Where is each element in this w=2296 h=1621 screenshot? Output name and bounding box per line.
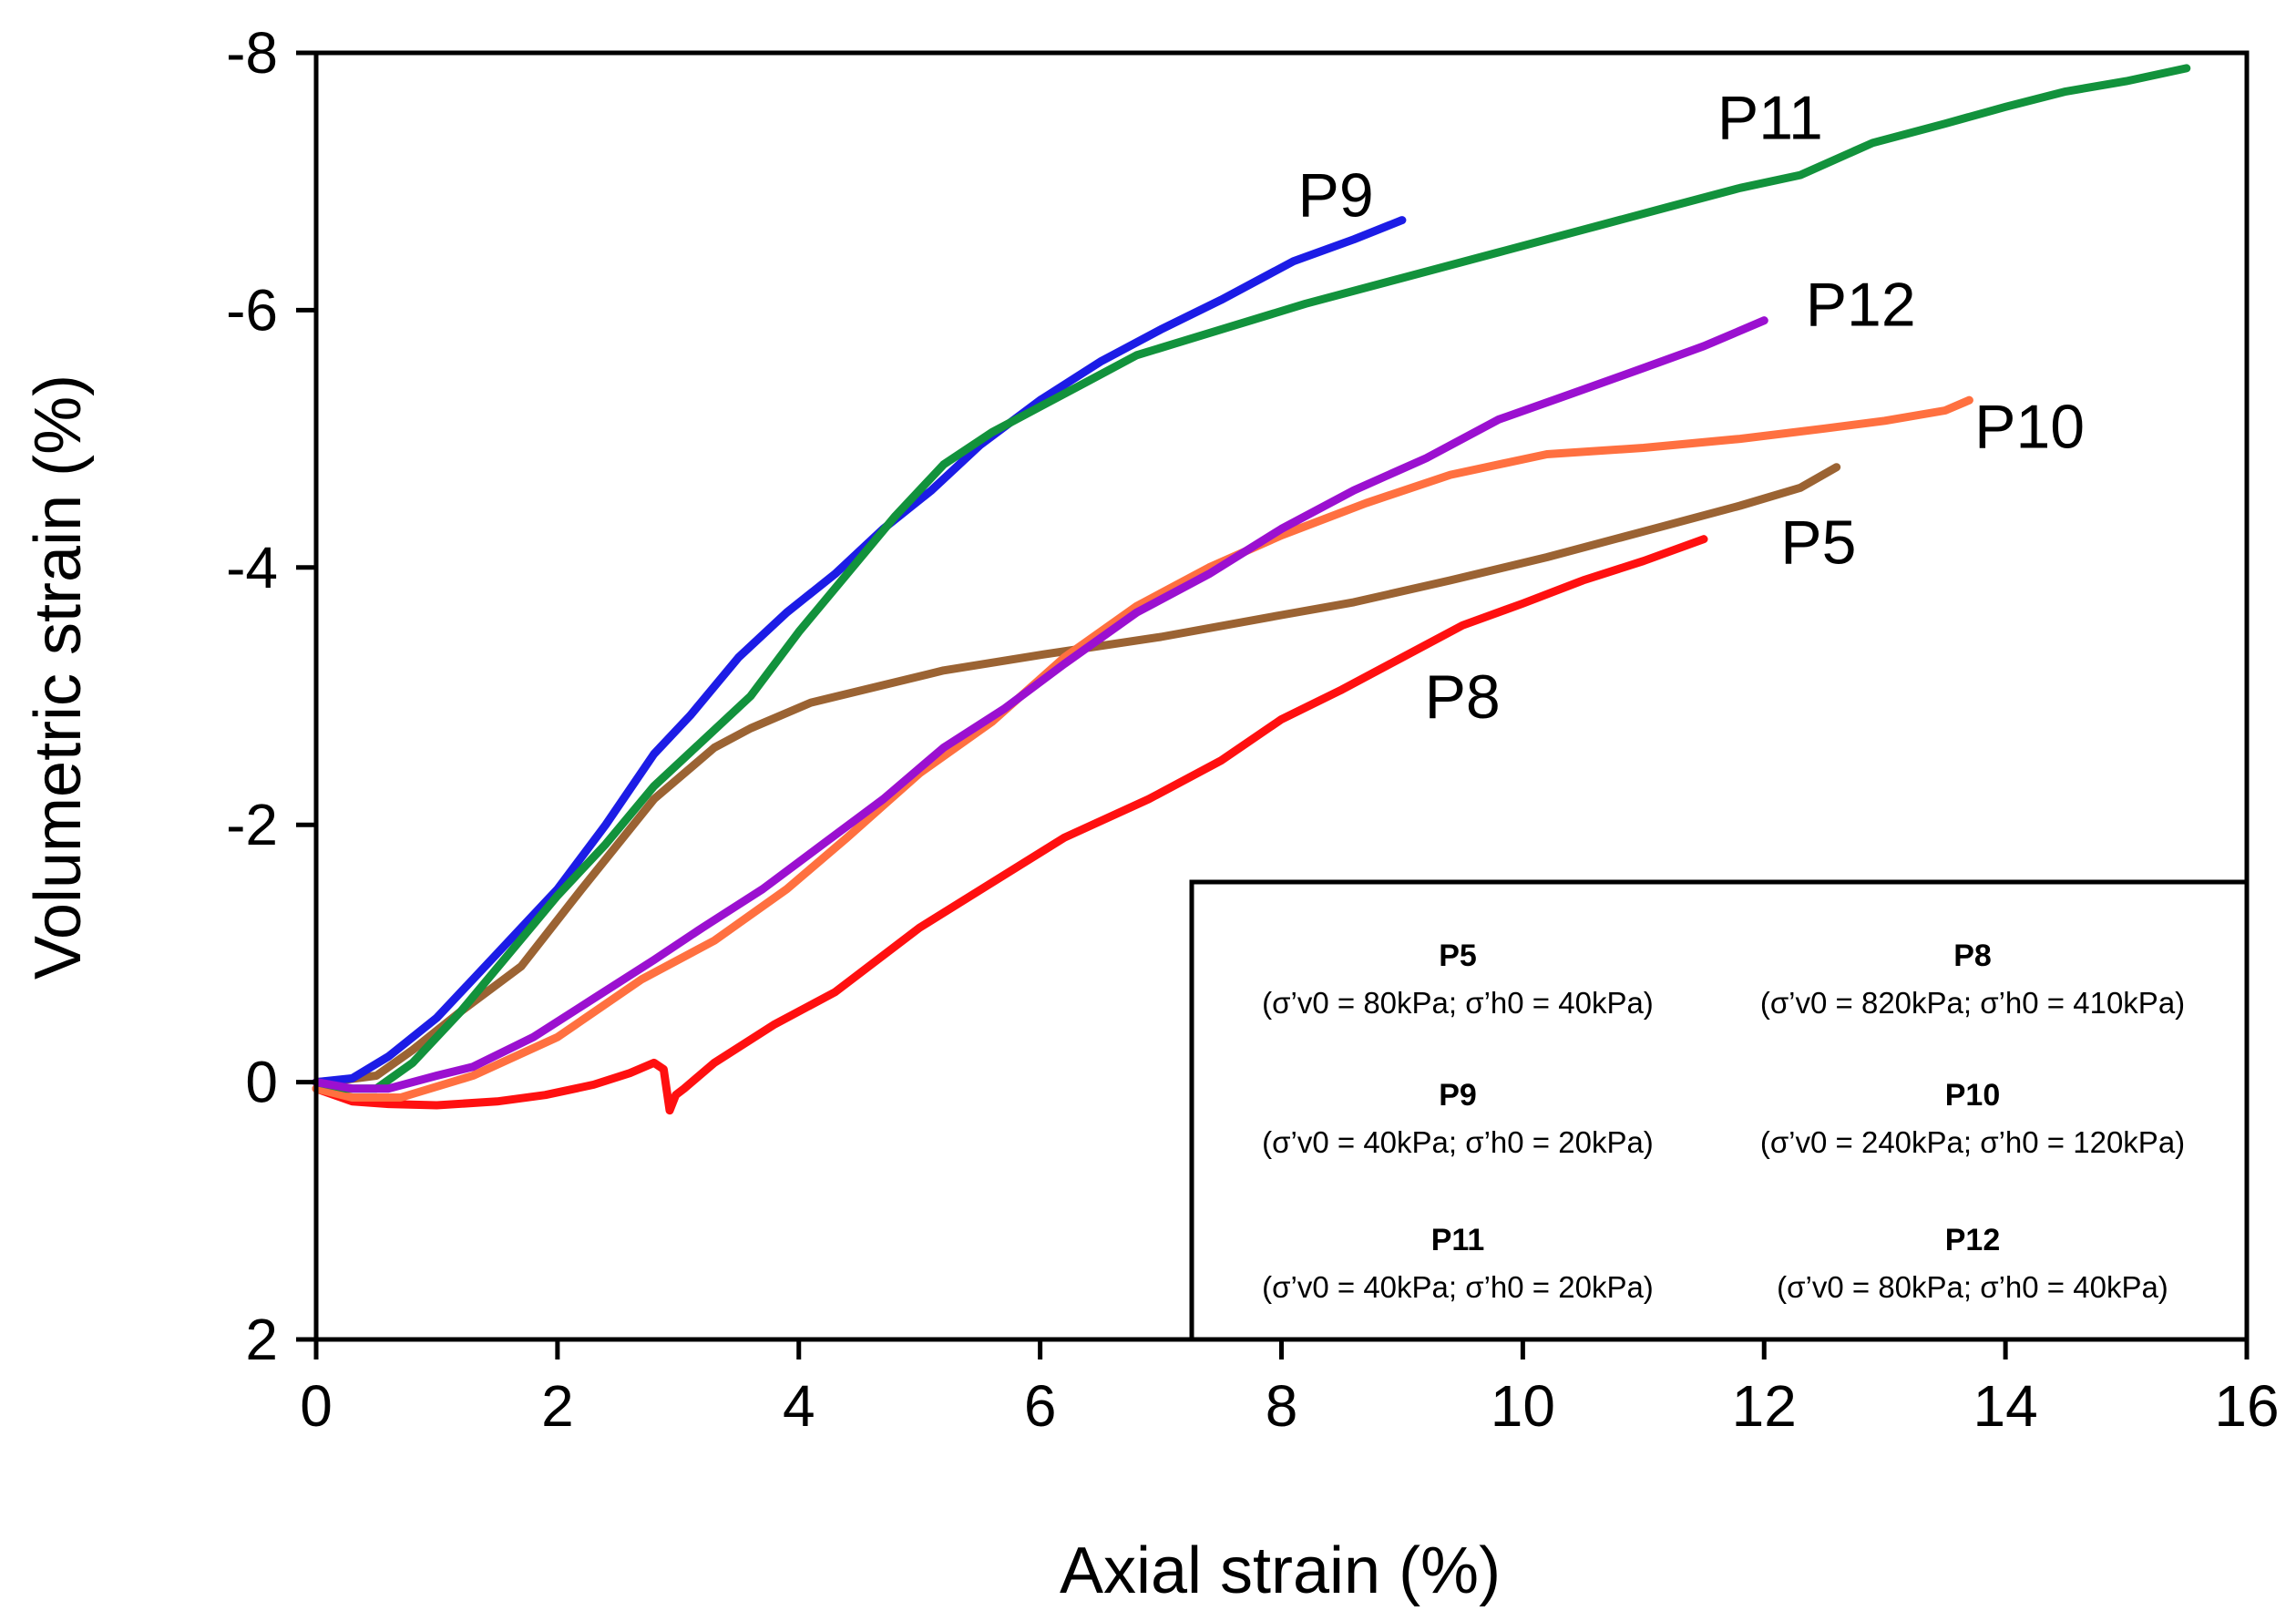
legend-entry-name: P10 bbox=[1945, 1078, 2001, 1113]
series-line-p5 bbox=[312, 463, 1841, 1087]
series-label-p8: P8 bbox=[1425, 662, 1501, 732]
x-tick-label: 12 bbox=[1732, 1373, 1797, 1439]
legend-entry-p8: P8 (σ’v0 = 820kPa; σ’h0 = 410kPa) bbox=[1760, 939, 2185, 1020]
y-tick-label: -2 bbox=[226, 792, 278, 857]
series-label-p9: P9 bbox=[1298, 160, 1374, 230]
series-label-p12: P12 bbox=[1806, 270, 1916, 339]
legend-entry-name: P5 bbox=[1439, 939, 1477, 973]
series-line-p9 bbox=[312, 216, 1407, 1087]
series-line-p8 bbox=[312, 535, 1708, 1115]
series-line-p11 bbox=[312, 64, 2191, 1093]
x-tick-label: 6 bbox=[1024, 1373, 1057, 1439]
legend-entry-condition: (σ’v0 = 240kPa; σ’h0 = 120kPa) bbox=[1760, 1125, 2185, 1159]
x-axis-title: Axial strain (%) bbox=[1060, 1534, 1501, 1607]
legend-entry-p10: P10 (σ’v0 = 240kPa; σ’h0 = 120kPa) bbox=[1760, 1078, 2185, 1159]
legend-entry-condition: (σ’v0 = 80kPa; σ’h0 = 40kPa) bbox=[1777, 1270, 2168, 1304]
series-label-p10: P10 bbox=[1974, 392, 2085, 461]
legend-entry-condition: (σ’v0 = 820kPa; σ’h0 = 410kPa) bbox=[1760, 986, 2185, 1020]
legend-box bbox=[1189, 879, 2250, 1342]
series-line-p12 bbox=[312, 316, 1768, 1093]
legend-entry-name: P8 bbox=[1953, 939, 1992, 973]
x-tick-label: 2 bbox=[541, 1373, 574, 1439]
series-line-p10 bbox=[312, 395, 1973, 1102]
series-labels: P5 P8 P9 P10 P11 P12 bbox=[1298, 84, 2086, 732]
legend-entry-p5: P5 (σ’v0 = 80kPa; σ’h0 = 40kPa) bbox=[1262, 939, 1654, 1020]
legend-entry-name: P11 bbox=[1431, 1223, 1485, 1257]
y-tick-label: -6 bbox=[226, 277, 278, 343]
legend-entry-condition: (σ’v0 = 40kPa; σ’h0 = 20kPa) bbox=[1262, 1125, 1654, 1159]
y-tick-label: 2 bbox=[245, 1307, 278, 1372]
legend-entry-condition: (σ’v0 = 80kPa; σ’h0 = 40kPa) bbox=[1262, 986, 1654, 1020]
legend-entry-condition: (σ’v0 = 40kPa; σ’h0 = 20kPa) bbox=[1262, 1270, 1654, 1304]
plot-lines bbox=[312, 64, 2191, 1115]
legend: P5 (σ’v0 = 80kPa; σ’h0 = 40kPa) P8 (σ’v0 = … bbox=[1189, 879, 2250, 1342]
legend-entry-name: P12 bbox=[1945, 1223, 2001, 1257]
series-label-p5: P5 bbox=[1780, 508, 1856, 578]
y-tick-label: -4 bbox=[226, 535, 278, 600]
legend-entry-p9: P9 (σ’v0 = 40kPa; σ’h0 = 20kPa) bbox=[1262, 1078, 1654, 1159]
y-axis-title: Volumetric strain (%) bbox=[22, 374, 95, 980]
x-tick-label: 4 bbox=[783, 1373, 815, 1439]
legend-entry-p12: P12 (σ’v0 = 80kPa; σ’h0 = 40kPa) bbox=[1777, 1223, 2168, 1304]
x-tick-label: 0 bbox=[300, 1373, 333, 1439]
y-tick-label: 0 bbox=[245, 1050, 278, 1115]
legend-entry-name: P9 bbox=[1439, 1078, 1477, 1113]
x-tick-label: 10 bbox=[1491, 1373, 1555, 1439]
y-tick-label: -8 bbox=[226, 20, 278, 86]
x-tick-label: 16 bbox=[2214, 1373, 2279, 1439]
series-label-p11: P11 bbox=[1717, 84, 1823, 153]
x-tick-label: 14 bbox=[1973, 1373, 2038, 1439]
legend-entry-p11: P11 (σ’v0 = 40kPa; σ’h0 = 20kPa) bbox=[1262, 1223, 1654, 1304]
x-tick-label: 8 bbox=[1266, 1373, 1298, 1439]
axes: 0 2 4 6 8 10 12 14 16-8-6-4-202 bbox=[226, 20, 2280, 1439]
